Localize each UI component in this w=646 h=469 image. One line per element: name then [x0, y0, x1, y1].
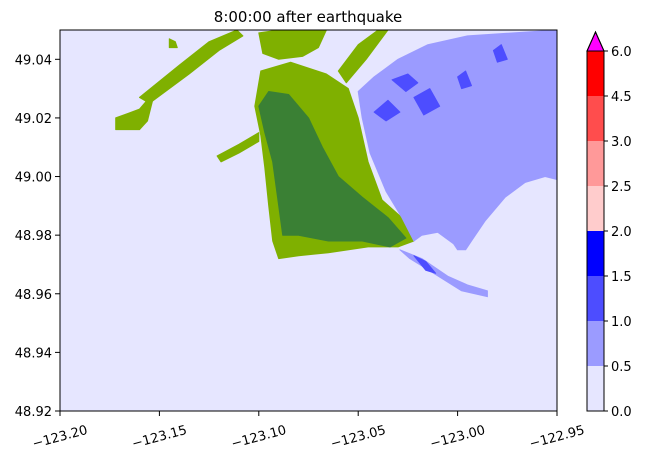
y-tick-label: 49.04: [15, 53, 52, 68]
colorbar-segment: [587, 276, 604, 321]
colorbar-tick-label: 6.0: [611, 45, 632, 60]
colorbar-outline: [586, 30, 605, 412]
y-tick-label: 48.96: [15, 288, 52, 303]
region-wet-land-strip-12: [139, 30, 244, 104]
region-wet-land-strip-13: [216, 132, 260, 163]
region-medium-water-spot-8: [492, 44, 508, 63]
colorbar-tick-label: 2.5: [611, 180, 632, 195]
colorbar-tick-label: 0.0: [611, 405, 632, 420]
colorbar-segment: [587, 366, 604, 411]
x-tick-label: −123.00: [429, 423, 487, 452]
colorbar-extend-arrow: [586, 30, 605, 52]
region-wet-land-strip-11: [258, 30, 327, 60]
colorbar-tick-label: 0.5: [611, 360, 632, 375]
inundation-regions: [115, 30, 557, 298]
colorbar-segment: [587, 141, 604, 186]
colorbar-segment: [587, 231, 604, 276]
y-tick-label: 48.92: [15, 405, 52, 420]
y-tick-label: 49.02: [15, 112, 52, 127]
colorbar-segment: [587, 51, 604, 96]
y-tick-label: 49.00: [15, 171, 52, 186]
colorbar-segment: [587, 96, 604, 141]
x-tick-label: −123.20: [31, 423, 89, 452]
region-medium-water-spot-5: [373, 99, 401, 122]
region-medium-water-spot-4: [391, 73, 419, 92]
y-axis: 48.92 48.94 48.96 48.98 49.00 49.02 49.04: [15, 53, 60, 420]
region-medium-water-spot-9: [413, 255, 437, 274]
region-deep-inundation-1: [258, 91, 407, 248]
colorbar-tick-label: 1.0: [611, 315, 632, 330]
x-tick-label: −123.05: [329, 423, 387, 452]
region-medium-water-spot-6: [413, 88, 441, 116]
y-tick-label: 48.94: [15, 346, 52, 361]
colorbar-tick-label: 2.0: [611, 225, 632, 240]
colorbar-segment: [587, 321, 604, 366]
chart-title: 8:00:00 after earthquake: [214, 8, 402, 26]
colorbar-tick-label: 4.5: [611, 90, 632, 105]
region-wet-land-strip-14: [337, 30, 389, 84]
colorbar: 0.0 0.5 1.0 1.5 2.0 2.5 3.0 4.5 6.0: [586, 30, 632, 420]
colorbar-segment: [587, 186, 604, 231]
colorbar-tick-label: 1.5: [611, 270, 632, 285]
x-tick-label: −123.15: [130, 423, 188, 452]
plot-frame: [59, 29, 558, 412]
region-wet-land-spot-15: [168, 38, 178, 49]
x-tick-label: −123.10: [230, 423, 288, 452]
plot-area: [59, 29, 558, 412]
x-tick-label: −122.95: [528, 423, 586, 452]
region-medium-water-spot-7: [457, 70, 472, 90]
colorbar-tick-label: 3.0: [611, 135, 632, 150]
x-axis: −123.20 −123.15 −123.10 −123.05 −123.00 −122.…: [31, 411, 586, 452]
y-tick-label: 48.98: [15, 229, 52, 244]
